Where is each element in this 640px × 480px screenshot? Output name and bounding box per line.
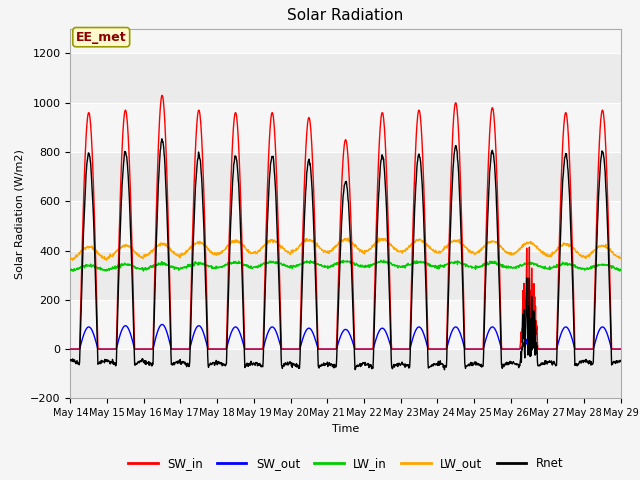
SW_in [552, 346, 559, 352]
SW_in [176, 346, 184, 352]
SW_in [617, 346, 625, 352]
Line: LW_out: LW_out [70, 238, 621, 260]
SW_out [552, 346, 559, 352]
SW_in [67, 346, 74, 352]
LW_out [67, 256, 74, 262]
Rnet [176, 359, 184, 364]
LW_out [432, 247, 440, 253]
Text: EE_met: EE_met [76, 31, 127, 44]
LW_in [67, 267, 74, 273]
LW_out [102, 257, 110, 263]
Line: SW_out: SW_out [70, 324, 621, 349]
Legend: SW_in, SW_out, LW_in, LW_out, Rnet: SW_in, SW_out, LW_in, LW_out, Rnet [124, 452, 568, 475]
Rnet [158, 136, 166, 142]
LW_in [176, 265, 184, 271]
SW_out [431, 346, 439, 352]
LW_in [552, 264, 560, 270]
Rnet [189, 242, 197, 248]
Bar [70, 103, 621, 152]
Rnet [251, 362, 259, 368]
LW_out [189, 243, 197, 249]
SW_in [431, 346, 439, 352]
Bar [70, 201, 621, 251]
Bar [70, 29, 621, 53]
LW_out [617, 255, 625, 261]
Line: SW_in: SW_in [70, 96, 621, 349]
LW_in [189, 262, 197, 267]
LW_out [504, 250, 511, 256]
Rnet [552, 362, 560, 368]
LW_in [504, 264, 511, 269]
SW_in [158, 93, 166, 98]
LW_in [432, 263, 440, 268]
Rnet [617, 358, 625, 363]
LW_out [251, 249, 259, 254]
X-axis label: Time: Time [332, 424, 359, 433]
SW_out [504, 346, 511, 352]
SW_out [176, 346, 184, 352]
SW_out [158, 322, 166, 327]
Rnet [67, 357, 74, 362]
Bar [70, 300, 621, 349]
LW_in [69, 268, 77, 274]
SW_out [617, 346, 625, 352]
Line: LW_in: LW_in [70, 260, 621, 271]
SW_out [251, 346, 259, 352]
LW_out [375, 235, 383, 241]
LW_in [251, 264, 259, 270]
SW_out [189, 333, 197, 339]
Rnet [504, 360, 511, 366]
Y-axis label: Solar Radiation (W/m2): Solar Radiation (W/m2) [15, 149, 24, 278]
Line: Rnet: Rnet [70, 139, 621, 370]
SW_out [67, 346, 74, 352]
LW_in [617, 266, 625, 272]
Title: Solar Radiation: Solar Radiation [287, 9, 404, 24]
SW_in [251, 346, 259, 352]
Rnet [431, 362, 439, 368]
LW_in [380, 257, 387, 263]
LW_out [176, 253, 184, 259]
SW_in [189, 211, 197, 216]
LW_out [552, 249, 560, 254]
Rnet [440, 367, 448, 372]
SW_in [504, 346, 511, 352]
